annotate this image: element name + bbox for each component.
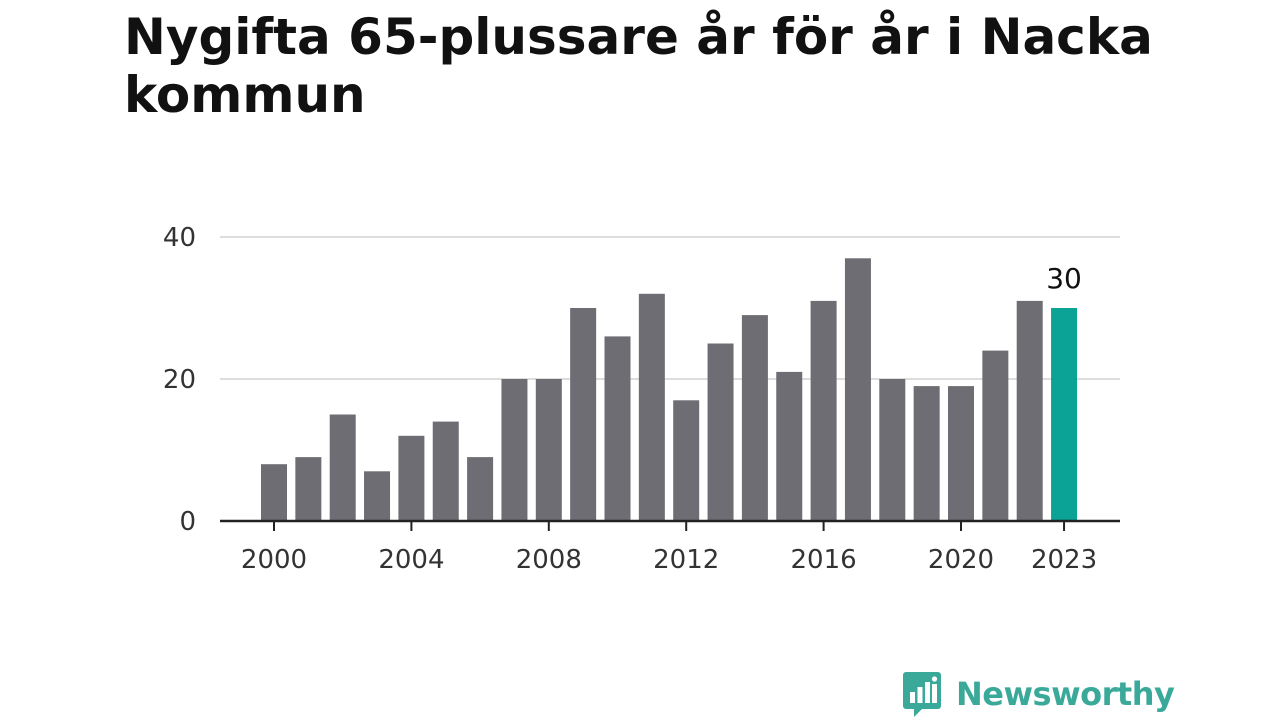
newsworthy-logo: Newsworthy (902, 670, 1175, 718)
axes: 0 20 40 2000 2004 2008 2012 2016 2020 2023 (163, 223, 1120, 575)
bar-2003 (364, 471, 391, 521)
bar-2016 (810, 300, 837, 521)
x-tick-label-2023: 2023 (1031, 545, 1097, 575)
chart-title: Nygifta 65-plussare år för år i Nacka ko… (124, 8, 1153, 124)
x-tick-label-2020: 2020 (928, 545, 994, 575)
y-tick-label-0: 0 (179, 507, 196, 537)
bar-2018 (879, 379, 906, 521)
bar-2007 (501, 379, 528, 521)
bar-2013 (707, 343, 734, 521)
bar-2002 (329, 414, 356, 521)
bar-2023 (1051, 308, 1078, 521)
bar-2005 (432, 421, 459, 521)
bar-2022 (1016, 300, 1043, 521)
bar-2017 (844, 258, 871, 521)
bar-2019 (913, 386, 940, 521)
bar-2009 (570, 308, 597, 521)
bar-2021 (982, 350, 1009, 521)
y-tick-label-40: 40 (163, 223, 196, 253)
newsworthy-logo-icon (903, 672, 941, 717)
x-tick-label-2016: 2016 (791, 545, 857, 575)
x-tick-label-2004: 2004 (378, 545, 444, 575)
x-tick-label-2000: 2000 (241, 545, 307, 575)
bar-2008 (535, 379, 562, 521)
bar-2000 (261, 464, 287, 521)
bar-2015 (776, 371, 803, 521)
data-label-2023: 30 (1046, 262, 1082, 295)
bar-2014 (741, 315, 768, 521)
bar-2010 (604, 336, 631, 521)
bar-2004 (398, 435, 425, 521)
y-tick-label-20: 20 (163, 365, 196, 395)
bar-2001 (295, 457, 322, 521)
bar-2006 (467, 457, 494, 521)
x-tick-label-2012: 2012 (653, 545, 719, 575)
newsworthy-logo-text: Newsworthy (956, 675, 1175, 713)
bars: 30 (261, 258, 1082, 521)
bar-2011 (638, 293, 665, 521)
bar-2020 (948, 386, 974, 521)
bar-2012 (673, 400, 700, 521)
x-tick-label-2008: 2008 (516, 545, 582, 575)
gridlines (220, 236, 1120, 380)
